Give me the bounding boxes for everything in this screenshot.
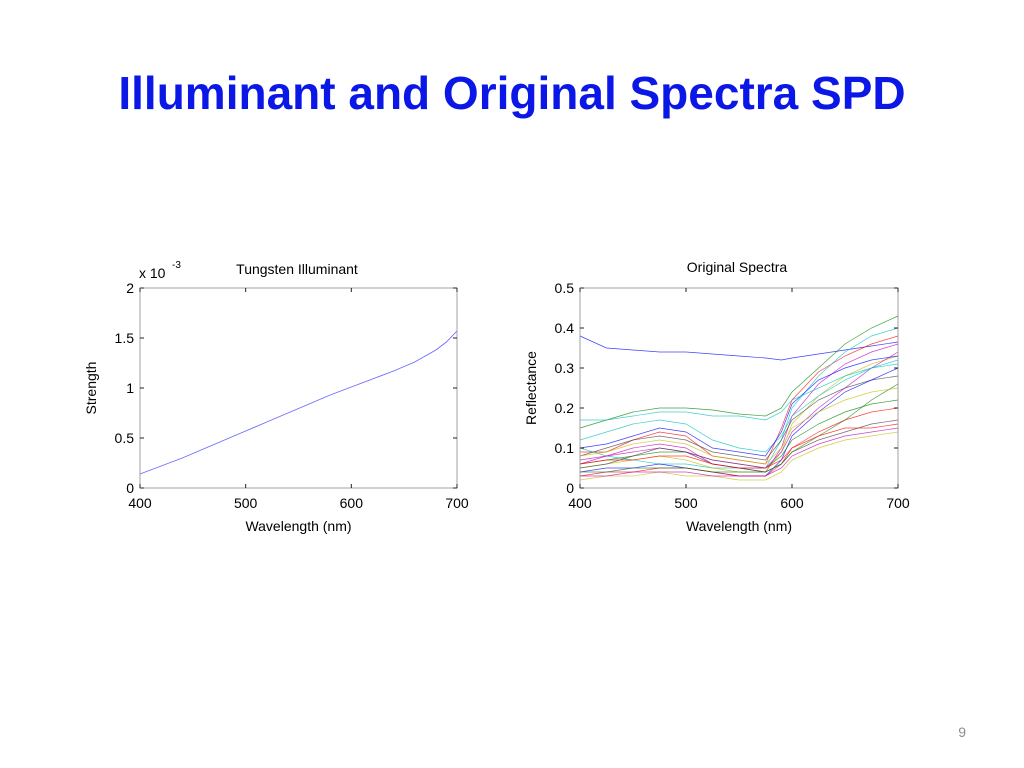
chart2-series-line [580,383,899,473]
chart2-ytick-label: 0.4 [555,320,575,336]
chart2-ytick-label: 0.1 [555,440,575,456]
chart1-series-line [139,330,458,475]
chart1-xtick-label: 600 [340,495,364,511]
chart1-xtick-label: 400 [128,495,152,511]
chart1-multiplier-exponent: -3 [172,260,181,271]
chart2-series-line [579,359,899,453]
chart2-xtick-label: 600 [780,495,804,511]
chart1-xlabel: Wavelength (nm) [245,518,351,534]
chart2-xlabel: Wavelength (nm) [686,518,792,534]
slide-title: Illuminant and Original Spectra SPD [118,67,906,119]
chart2-series-line [580,427,899,477]
chart2-series-line [579,327,899,469]
chart2-axes-box [579,287,899,489]
chart2-series-line [580,363,899,421]
chart2-series-group [579,315,899,481]
chart1-ytick-label: 2 [126,280,134,296]
chart2-series-line [579,315,899,429]
chart1-xtick-label: 700 [445,495,469,511]
chart2-series-line [579,419,899,473]
chart2-xtick-label: 500 [674,495,698,511]
chart2-series-line [579,431,899,481]
chart1-title: Tungsten Illuminant [236,261,358,277]
chart1-axes-box [139,287,458,489]
chart2-ytick-label: 0.3 [555,360,575,376]
chart1-ytick-label: 1 [126,380,134,396]
chart2-series-line [579,423,899,469]
chart1-ytick-label: 0 [126,480,134,496]
chart2-ytick-label: 0.5 [555,280,575,296]
chart2-ytick-label: 0 [566,480,574,496]
chart1-series-group [139,330,458,475]
chart2-series-line [579,375,899,461]
page-number: 9 [958,724,966,740]
chart2-xtick-label: 400 [568,495,592,511]
chart2-title: Original Spectra [687,259,788,275]
chart2-series-line [579,387,899,465]
chart1-ytick-label: 0.5 [115,430,135,446]
chart1-ytick-label: 1.5 [115,330,135,346]
chart1-multiplier-base: x 10 [139,265,166,281]
chart2-series-line [579,335,899,361]
chart2-ytick-label: 0.2 [555,400,575,416]
chart2-series-line [579,407,899,477]
chart1-ylabel: Strength [83,362,99,415]
chart1-xtick-label: 500 [234,495,258,511]
chart2-series-line [579,355,899,457]
chart2-series-line [580,335,899,465]
chart2-xtick-label: 700 [886,495,910,511]
chart2-series-line [579,351,899,469]
chart2-ylabel: Reflectance [523,351,539,425]
